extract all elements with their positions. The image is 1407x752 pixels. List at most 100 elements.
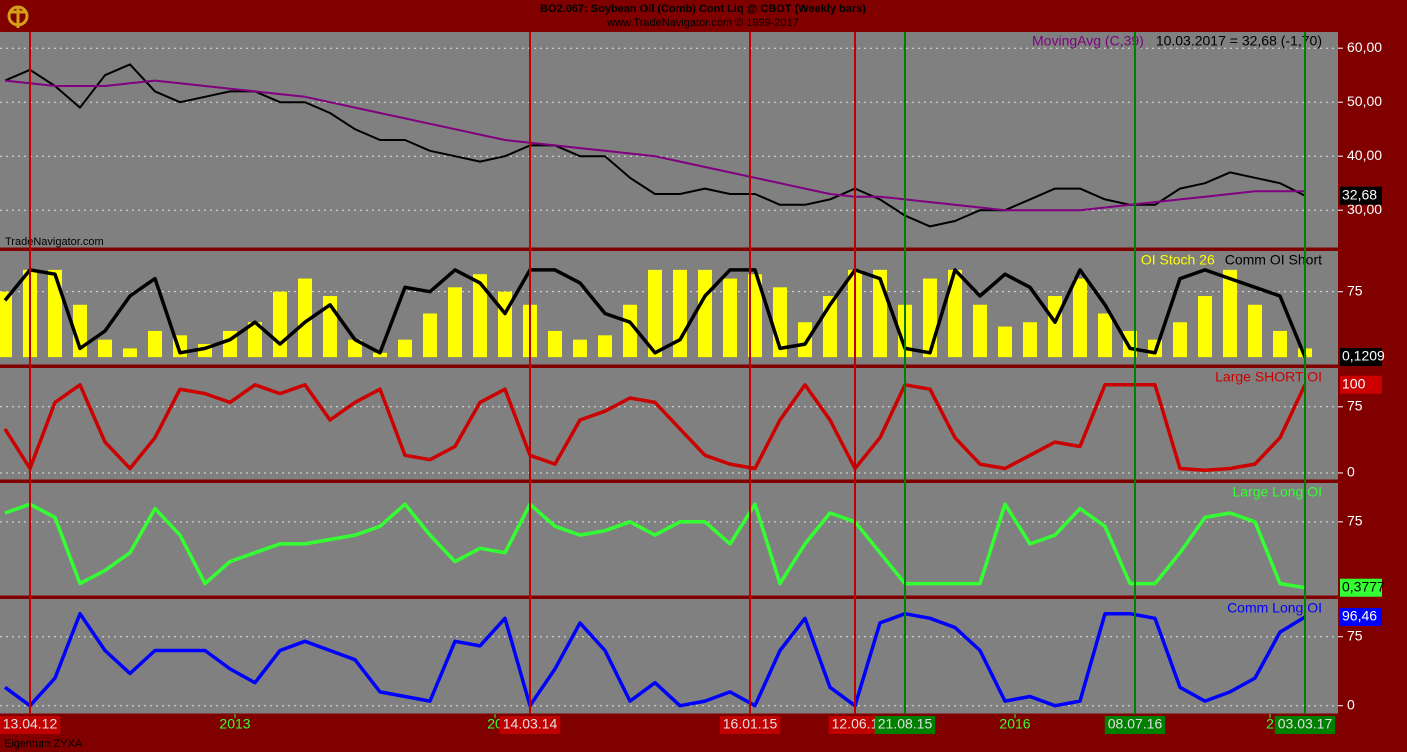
bar xyxy=(0,291,12,358)
bar xyxy=(748,274,762,358)
footer: Eigentum ZYXA xyxy=(4,738,83,750)
y-tick-label: 60,00 xyxy=(1347,39,1382,55)
logo xyxy=(7,5,29,28)
x-tick-label: 03.03.17 xyxy=(1278,716,1333,732)
y-tick-label: 75 xyxy=(1347,627,1363,643)
bar xyxy=(98,339,112,358)
x-tick-box xyxy=(828,716,882,734)
x-tick-label: 2 xyxy=(1266,716,1274,732)
x-tick-label: 20 xyxy=(487,716,503,732)
legend-entry: Comm Long OI xyxy=(1227,600,1322,616)
y-tick-label: 75 xyxy=(1347,513,1363,529)
x-tick-box xyxy=(1104,716,1166,734)
bar xyxy=(623,304,637,358)
bar xyxy=(273,291,287,358)
value-label-box xyxy=(1340,375,1382,394)
bar xyxy=(1223,269,1237,358)
y-tick-label: 75 xyxy=(1347,398,1363,414)
bar xyxy=(598,335,612,358)
line xyxy=(4,502,1306,590)
bar xyxy=(723,278,737,358)
y-tick-label: 30,00 xyxy=(1347,201,1382,217)
line xyxy=(3,611,1306,708)
x-tick-label: 12.06.1 xyxy=(832,716,879,732)
bar xyxy=(298,278,312,358)
plot xyxy=(0,268,1312,358)
x-tick-label: 16.01.15 xyxy=(723,716,778,732)
bar xyxy=(423,313,437,358)
bar xyxy=(398,339,412,358)
y-tick-label: 40,00 xyxy=(1347,147,1382,163)
value-label: 32,68 xyxy=(1342,186,1377,202)
bar xyxy=(348,339,362,358)
y-tick-label: 0 xyxy=(1347,696,1355,712)
plot xyxy=(4,63,1306,228)
x-tick-box xyxy=(719,716,781,734)
x-tick-box xyxy=(874,716,936,734)
bar xyxy=(1173,322,1187,358)
annotation: 10.03.2017 = 32,68 (-1,70) xyxy=(1156,33,1322,49)
legend-entry: MovingAvg (C,39) xyxy=(1032,33,1144,49)
bar xyxy=(698,269,712,358)
bar xyxy=(548,330,562,358)
bar xyxy=(148,330,162,358)
value-label: 0,1209 xyxy=(1342,348,1385,364)
plot xyxy=(3,611,1306,708)
line xyxy=(3,268,1307,358)
y-tick-label: 75 xyxy=(1347,282,1363,298)
bar xyxy=(1023,322,1037,358)
bar xyxy=(648,269,662,358)
bar xyxy=(373,352,387,358)
x-tick-box xyxy=(0,716,61,734)
bar xyxy=(1073,278,1087,358)
plot xyxy=(4,502,1306,590)
bar xyxy=(923,278,937,358)
y-tick-label: 50,00 xyxy=(1347,93,1382,109)
panel xyxy=(0,368,1338,480)
legend-entry: Large Long OI xyxy=(1232,484,1322,500)
bar xyxy=(48,269,62,358)
bar xyxy=(948,269,962,358)
bar xyxy=(1273,330,1287,358)
x-tick-label: 2016 xyxy=(999,716,1030,732)
bar xyxy=(573,339,587,358)
x-tick-box xyxy=(499,716,561,734)
bar xyxy=(973,304,987,358)
chart-title: BO2.067: Soybean Oil (Comb) Cont Liq @ C… xyxy=(540,3,866,15)
value-label-box xyxy=(1340,607,1382,626)
line xyxy=(3,383,1307,473)
bar xyxy=(123,348,137,358)
bar xyxy=(1198,296,1212,358)
legend-entry: OI Stoch 26 xyxy=(1141,252,1215,268)
x-tick-box xyxy=(1274,716,1336,734)
bar xyxy=(448,287,462,358)
value-label-box xyxy=(1340,348,1382,366)
legend-entry: Large SHORT OI xyxy=(1215,369,1322,385)
bar xyxy=(1248,304,1262,358)
y-tick-label: 0 xyxy=(1347,464,1355,480)
bar xyxy=(1098,313,1112,358)
bar xyxy=(473,274,487,358)
x-tick-label: 2013 xyxy=(219,716,250,732)
bar xyxy=(998,326,1012,358)
line xyxy=(4,63,1306,228)
line xyxy=(4,79,1305,212)
watermark: TradeNavigator.com xyxy=(5,236,104,248)
panel xyxy=(0,32,1338,248)
panel xyxy=(0,483,1338,596)
x-tick-label: 13.04.12 xyxy=(3,716,58,732)
value-label: 96,46 xyxy=(1342,608,1377,624)
value-label-box xyxy=(1340,578,1382,597)
plot xyxy=(3,383,1307,473)
bar xyxy=(798,322,812,358)
x-tick-label: 21.08.15 xyxy=(878,716,933,732)
chart-subtitle: www.TradeNavigator.com © 1999-2017 xyxy=(606,17,799,29)
value-label: 0,3777 xyxy=(1342,578,1385,594)
value-label: 100 xyxy=(1342,375,1366,391)
value-label-box xyxy=(1340,186,1382,205)
x-tick-label: 08.07.16 xyxy=(1108,716,1163,732)
legend-entry: Comm OI Short xyxy=(1225,252,1322,268)
bar xyxy=(248,322,262,358)
